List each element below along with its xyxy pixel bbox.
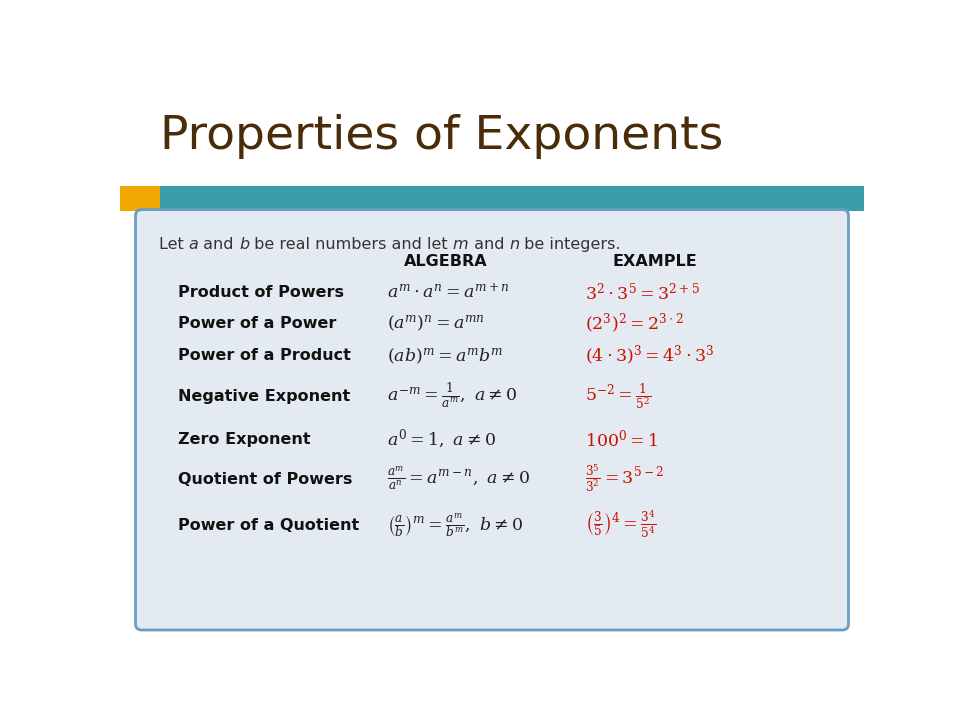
Text: b: b <box>239 238 250 252</box>
Text: $100^0 = 1$: $100^0 = 1$ <box>585 428 659 450</box>
Text: Product of Powers: Product of Powers <box>179 285 344 300</box>
FancyBboxPatch shape <box>135 210 849 630</box>
Text: $a^0 = 1,\ a \neq 0$: $a^0 = 1,\ a \neq 0$ <box>388 428 496 451</box>
Text: $5^{-2} = \frac{1}{5^2}$: $5^{-2} = \frac{1}{5^2}$ <box>585 382 651 412</box>
Bar <box>120 186 160 211</box>
Text: and: and <box>199 238 239 252</box>
Text: and: and <box>468 238 509 252</box>
Text: a: a <box>188 238 199 252</box>
Text: m: m <box>453 238 468 252</box>
Text: $\frac{a^m}{a^n} = a^{m-n},\ a \neq 0$: $\frac{a^m}{a^n} = a^{m-n},\ a \neq 0$ <box>388 465 530 493</box>
Text: $\frac{3^5}{3^2} = 3^{5-2}$: $\frac{3^5}{3^2} = 3^{5-2}$ <box>585 463 664 495</box>
Text: $a^m \cdot a^n = a^{m+n}$: $a^m \cdot a^n = a^{m+n}$ <box>388 284 510 302</box>
Text: Power of a Product: Power of a Product <box>179 348 351 364</box>
Text: $(4 \cdot 3)^3 = 4^3 \cdot 3^3$: $(4 \cdot 3)^3 = 4^3 \cdot 3^3$ <box>585 344 714 368</box>
Text: $(ab)^m = a^m b^m$: $(ab)^m = a^m b^m$ <box>388 346 504 366</box>
Text: Let: Let <box>158 238 188 252</box>
Text: EXAMPLE: EXAMPLE <box>612 254 697 269</box>
Text: n: n <box>509 238 519 252</box>
Text: Quotient of Powers: Quotient of Powers <box>179 472 352 487</box>
Text: $(2^3)^2 = 2^{3 \cdot 2}$: $(2^3)^2 = 2^{3 \cdot 2}$ <box>585 312 684 336</box>
Bar <box>160 186 864 211</box>
Text: $3^2 \cdot 3^5 = 3^{2+5}$: $3^2 \cdot 3^5 = 3^{2+5}$ <box>585 282 700 304</box>
Text: Negative Exponent: Negative Exponent <box>179 390 350 404</box>
Text: Power of a Power: Power of a Power <box>179 316 337 331</box>
Text: $\left(\frac{a}{b}\right)^m = \frac{a^m}{b^m},\ b \neq 0$: $\left(\frac{a}{b}\right)^m = \frac{a^m}… <box>388 511 523 539</box>
Text: be real numbers and let: be real numbers and let <box>250 238 453 252</box>
Text: $(a^m)^n = a^{mn}$: $(a^m)^n = a^{mn}$ <box>388 314 485 333</box>
Text: be integers.: be integers. <box>519 238 621 252</box>
Text: Power of a Quotient: Power of a Quotient <box>179 518 359 533</box>
Text: Properties of Exponents: Properties of Exponents <box>160 114 724 159</box>
Text: $a^{-m} = \frac{1}{a^m},\ a \neq 0$: $a^{-m} = \frac{1}{a^m},\ a \neq 0$ <box>388 382 517 411</box>
Text: Zero Exponent: Zero Exponent <box>179 431 311 446</box>
Text: ALGEBRA: ALGEBRA <box>404 254 488 269</box>
Text: $\left(\frac{3}{5}\right)^4 = \frac{3^4}{5^4}$: $\left(\frac{3}{5}\right)^4 = \frac{3^4}… <box>585 509 657 541</box>
